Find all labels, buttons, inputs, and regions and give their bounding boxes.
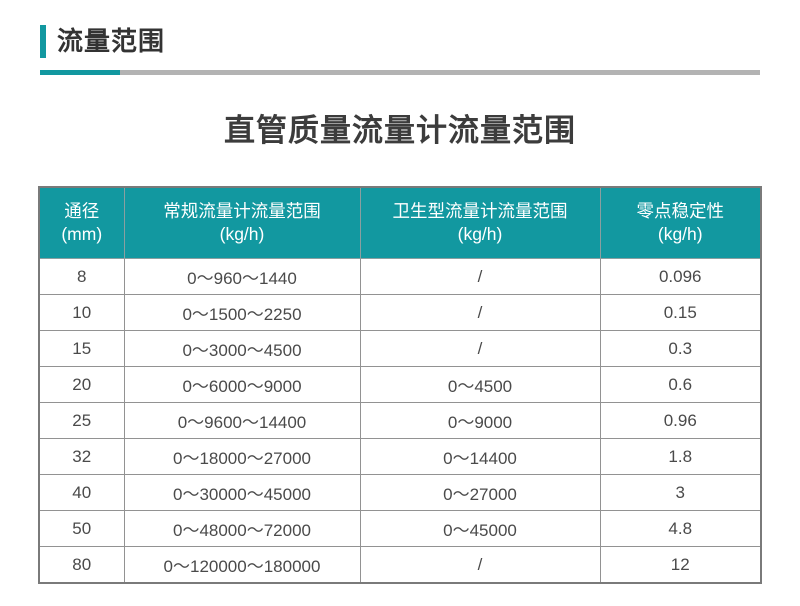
table-cell-standard: 0～6000～9000 (123, 366, 361, 403)
table-cell-sanitary: / (359, 546, 601, 584)
table-cell-dn: 40 (38, 474, 125, 511)
divider-rule (40, 70, 760, 75)
table-cell-dn: 80 (38, 546, 125, 584)
section-header: 流量范围 (40, 24, 760, 58)
column-header-unit: (mm) (61, 224, 103, 244)
flow-range-table: 通径 (mm) 常规流量计流量范围 (kg/h) 卫生型流量计流量范围 (kg/… (38, 186, 762, 584)
table-row: 25 0～9600～14400 0～9000 0.96 (38, 402, 762, 439)
page-title: 直管质量流量计流量范围 (224, 113, 576, 148)
column-header-unit: (kg/h) (219, 224, 265, 244)
table-cell-zero_stability: 0.6 (599, 366, 762, 403)
column-header-sanitary-range: 卫生型流量计流量范围 (kg/h) (359, 186, 601, 259)
divider-accent-segment (40, 70, 120, 75)
table-cell-dn: 20 (38, 366, 125, 403)
table-header: 通径 (mm) 常规流量计流量范围 (kg/h) 卫生型流量计流量范围 (kg/… (38, 186, 762, 259)
column-header-diameter: 通径 (mm) (38, 186, 125, 259)
table-body: 8 0～960～1440/0.096 10 0～1500～2250/0.15 15 0～3… (38, 258, 762, 584)
column-header-label: 常规流量计流量范围 (163, 201, 321, 221)
table-cell-standard: 0～120000～180000 (123, 546, 361, 584)
table-cell-standard: 0～30000～45000 (123, 474, 361, 511)
table-cell-dn: 8 (38, 258, 125, 295)
table-cell-zero_stability: 0.096 (599, 258, 762, 295)
table-cell-zero_stability: 1.8 (599, 438, 762, 475)
column-header-standard-range: 常规流量计流量范围 (kg/h) (123, 186, 361, 259)
table-cell-zero_stability: 0.3 (599, 330, 762, 367)
table-cell-zero_stability: 4.8 (599, 510, 762, 547)
table-cell-standard: 0～18000～27000 (123, 438, 361, 475)
table-row: 8 0～960～1440/0.096 (38, 258, 762, 295)
table-cell-zero_stability: 12 (599, 546, 762, 584)
table-cell-zero_stability: 3 (599, 474, 762, 511)
table-cell-dn: 32 (38, 438, 125, 475)
table-cell-sanitary: 0～14400 (359, 438, 601, 475)
section-title: 流量范围 (57, 25, 166, 56)
table-cell-standard: 0～9600～14400 (123, 402, 361, 439)
table-cell-standard: 0～960～1440 (123, 258, 361, 295)
table-cell-standard: 0～3000～4500 (123, 330, 361, 367)
table-cell-zero_stability: 0.96 (599, 402, 762, 439)
table-row: 50 0～48000～72000 0～45000 4.8 (38, 510, 762, 547)
table-cell-zero_stability: 0.15 (599, 294, 762, 331)
accent-bar (40, 24, 46, 58)
table-header-row: 通径 (mm) 常规流量计流量范围 (kg/h) 卫生型流量计流量范围 (kg/… (38, 186, 762, 259)
table-cell-sanitary: 0～4500 (359, 366, 601, 403)
table-cell-sanitary: / (359, 330, 601, 367)
table-cell-dn: 15 (38, 330, 125, 367)
column-header-label: 通径 (64, 201, 100, 221)
table-row: 80 0～120000～180000/12 (38, 546, 762, 584)
column-header-label: 卫生型流量计流量范围 (392, 201, 568, 221)
table-cell-sanitary: / (359, 258, 601, 295)
table-row: 20 0～6000～9000 0～4500 0.6 (38, 366, 762, 403)
column-header-unit: (kg/h) (457, 224, 503, 244)
table-cell-standard: 0～1500～2250 (123, 294, 361, 331)
column-header-label: 零点稳定性 (636, 201, 725, 221)
table-cell-sanitary: / (359, 294, 601, 331)
table-row: 15 0～3000～4500/0.3 (38, 330, 762, 367)
table-cell-standard: 0～48000～72000 (123, 510, 361, 547)
table-cell-dn: 50 (38, 510, 125, 547)
table-row: 40 0～30000～45000 0～27000 3 (38, 474, 762, 511)
table-row: 32 0～18000～27000 0～14400 1.8 (38, 438, 762, 475)
table-row: 10 0～1500～2250/0.15 (38, 294, 762, 331)
divider-gray-segment (120, 70, 760, 75)
column-header-unit: (kg/h) (657, 224, 703, 244)
table-cell-sanitary: 0～9000 (359, 402, 601, 439)
column-header-zero-stability: 零点稳定性 (kg/h) (599, 186, 762, 259)
table-cell-sanitary: 0～45000 (359, 510, 601, 547)
table-cell-sanitary: 0～27000 (359, 474, 601, 511)
table-cell-dn: 25 (38, 402, 125, 439)
table-cell-dn: 10 (38, 294, 125, 331)
